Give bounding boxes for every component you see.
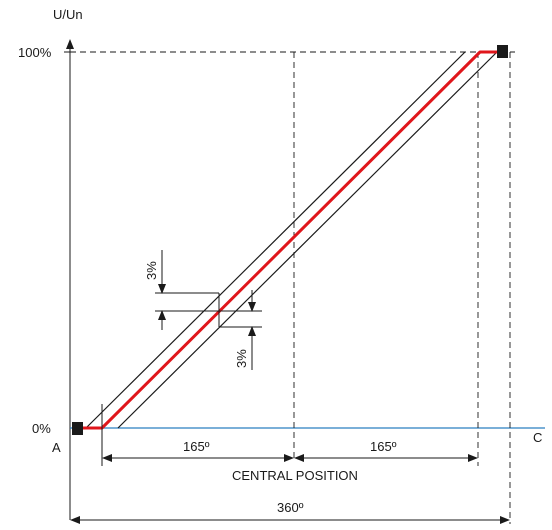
y-axis-label: U/Un <box>53 7 83 22</box>
upper-tolerance-line <box>85 51 466 429</box>
end-terminal-marker <box>497 45 508 58</box>
left-angle-label: 165º <box>183 439 210 454</box>
ideal-characteristic-line <box>78 50 504 430</box>
lower-tolerance-line <box>117 51 498 429</box>
y-tick-0-label: 0% <box>32 421 51 436</box>
upper-tolerance-label: 3% <box>144 261 159 280</box>
y-tick-100-label: 100% <box>18 45 52 60</box>
start-terminal-marker <box>72 422 83 435</box>
point-c-label: C <box>533 430 542 445</box>
total-angle-label: 360º <box>277 500 304 515</box>
lower-tolerance-label: 3% <box>234 349 249 368</box>
right-angle-label: 165º <box>370 439 397 454</box>
point-a-label: A <box>52 440 61 455</box>
central-position-label: CENTRAL POSITION <box>232 468 358 483</box>
